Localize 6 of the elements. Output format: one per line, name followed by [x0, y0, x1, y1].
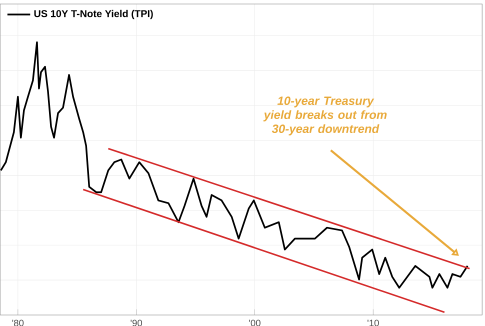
x-tick-label: '90 [130, 320, 142, 326]
annotation: 10-year Treasury yield breaks out from 30-year downtrend [263, 96, 387, 136]
legend-label: US 10Y T-Note Yield (TPI) [34, 10, 153, 20]
x-tick-label: '00 [249, 320, 260, 326]
x-tick-label: '80 [12, 320, 24, 326]
x-tick-label: '10 [368, 320, 379, 326]
